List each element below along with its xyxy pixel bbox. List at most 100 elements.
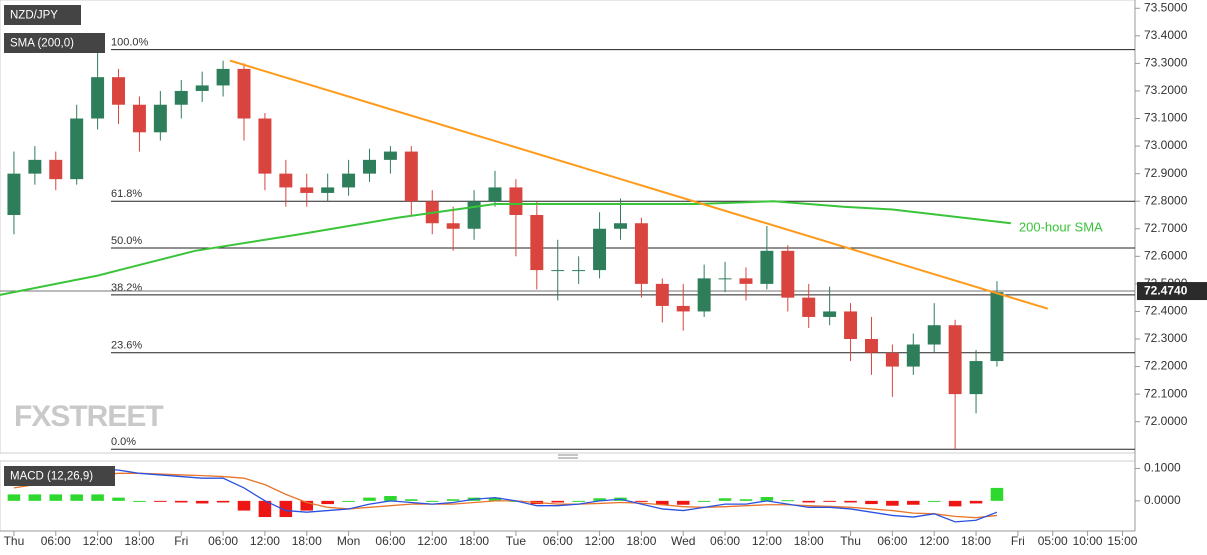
- y-tick-label: 73.0000: [1144, 138, 1188, 152]
- candle-body: [823, 311, 837, 317]
- macd-label: MACD (12,26,9): [10, 471, 93, 483]
- candle-body: [153, 104, 167, 133]
- candle-body: [70, 118, 84, 180]
- indicator-label: SMA (200,0): [10, 38, 74, 50]
- x-tick-label: 06:00: [543, 534, 573, 548]
- candle-body: [697, 278, 711, 312]
- candle-body: [112, 77, 126, 105]
- line-label: 200-hour SMA: [1019, 220, 1103, 235]
- histogram-bar: [133, 500, 146, 502]
- macd-pane: [0, 460, 1136, 532]
- candle-body: [132, 104, 146, 133]
- histogram-bar: [446, 499, 460, 501]
- x-tick-label: 18:00: [626, 534, 656, 548]
- x-tick-label: 12:00: [585, 534, 615, 548]
- overlay-line: [229, 59, 1049, 310]
- histogram-bar: [91, 494, 104, 501]
- candle-body: [530, 214, 544, 271]
- histogram-bar: [342, 500, 355, 502]
- histogram-bar: [70, 494, 83, 501]
- fib-label: 61.8%: [111, 188, 142, 200]
- candle-body: [676, 305, 690, 312]
- histogram-bar: [488, 497, 502, 501]
- candle-body: [342, 173, 356, 188]
- x-tick-label: 18:00: [124, 534, 154, 548]
- candle-body: [864, 339, 878, 353]
- histogram-bar: [781, 500, 795, 502]
- y-tick-label: 72.1000: [1144, 386, 1188, 400]
- y-tick-label: 72.4000: [1144, 304, 1188, 318]
- fib-label: 23.6%: [111, 340, 142, 352]
- y-tick-label: 73.4000: [1144, 28, 1188, 42]
- x-tick-label: 06:00: [375, 534, 405, 548]
- candle-body: [634, 223, 648, 284]
- histogram-bar: [990, 487, 1004, 501]
- histogram-bar: [823, 500, 836, 502]
- histogram-bar: [28, 494, 42, 501]
- symbol-box: [4, 5, 81, 25]
- candle-body: [802, 297, 816, 317]
- x-tick-label: Mon: [337, 534, 360, 548]
- fib-label: 38.2%: [111, 282, 142, 294]
- candle-body: [885, 352, 899, 367]
- fib-label: 0.0%: [111, 436, 136, 448]
- histogram-bar: [112, 497, 125, 501]
- y-tick-label: 73.5000: [1144, 0, 1188, 14]
- x-tick-label: Wed: [671, 534, 695, 548]
- candle-body: [363, 159, 376, 174]
- pane-divider-handle[interactable]: [558, 454, 578, 459]
- x-tick-label: 06:00: [41, 534, 71, 548]
- histogram-bar: [697, 500, 711, 502]
- histogram-bar: [321, 500, 334, 505]
- candle-body: [969, 361, 983, 395]
- y-tick-label: 72.8000: [1144, 193, 1188, 207]
- candle-body: [195, 85, 209, 91]
- x-tick-label: Thu: [4, 534, 25, 548]
- x-tick-label: Tue: [506, 534, 527, 548]
- histogram-bar: [425, 500, 439, 502]
- candle-body: [488, 187, 502, 202]
- y-tick-label: 73.2000: [1144, 83, 1188, 97]
- candle-body: [781, 250, 795, 298]
- macd-line: [13, 467, 998, 523]
- histogram-bar: [237, 500, 251, 511]
- histogram-bar: [7, 494, 21, 501]
- histogram-bar: [907, 500, 920, 505]
- candle-body: [258, 118, 272, 174]
- histogram-bar: [300, 500, 314, 511]
- x-tick-label: 18:00: [459, 534, 489, 548]
- histogram-bar: [405, 499, 418, 501]
- candle-body: [237, 68, 251, 119]
- histogram-bar: [969, 500, 983, 504]
- candle-body: [906, 344, 920, 367]
- x-tick-label: 10:00: [1073, 534, 1103, 548]
- candle-body: [844, 311, 858, 339]
- histogram-bar: [886, 500, 899, 506]
- x-tick-label: 12:00: [417, 534, 447, 548]
- y-tick-label: 72.0000: [1144, 414, 1188, 428]
- histogram-bar: [656, 500, 669, 506]
- candle-body: [446, 223, 460, 229]
- candle-body: [383, 151, 397, 160]
- macd-box: [4, 466, 115, 486]
- last-price-label: 72.4740: [1144, 284, 1188, 298]
- candle-body: [49, 159, 63, 180]
- symbol-label: NZD/JPY: [10, 10, 58, 22]
- candle-body: [174, 90, 188, 105]
- plot-layer: 100.0% 61.8% 50.0% 38.2% 23.6% 0.0% 200-hour S…: [0, 37, 1135, 523]
- candle-body: [655, 283, 669, 306]
- x-tick-label: Fri: [1011, 534, 1025, 548]
- y-tick-label: 73.3000: [1144, 56, 1188, 70]
- x-tick-label: 18:00: [794, 534, 824, 548]
- x-tick-label: Thu: [840, 534, 861, 548]
- candle-body: [28, 159, 42, 174]
- candle-body: [91, 77, 105, 119]
- histogram-bar: [635, 500, 648, 502]
- candle-body: [927, 325, 941, 345]
- candle-body: [216, 68, 230, 86]
- histogram-bar: [739, 499, 753, 501]
- watermark: FXSTREET: [14, 400, 163, 433]
- candle-body: [572, 270, 586, 272]
- candle-body: [509, 187, 523, 215]
